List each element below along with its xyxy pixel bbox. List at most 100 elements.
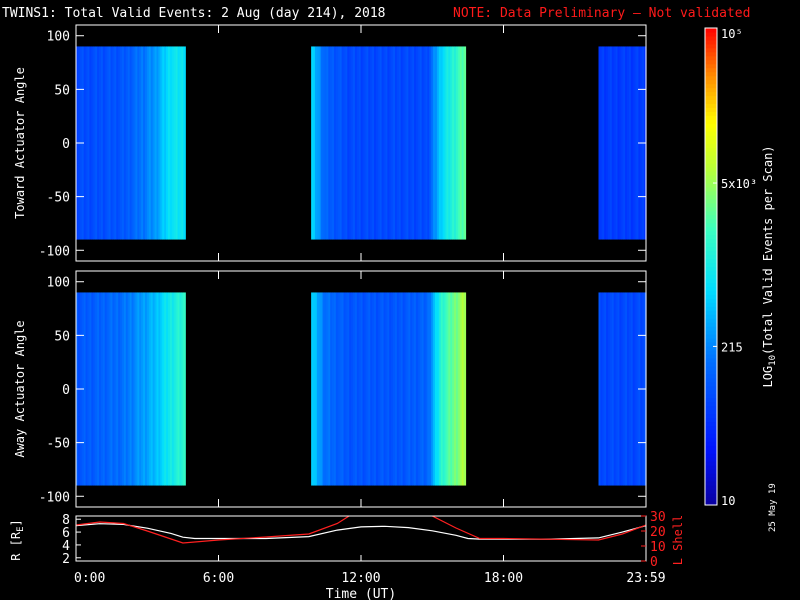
- away-spectrogram-cell: [100, 292, 104, 486]
- colorbar-segment: [705, 469, 717, 474]
- colorbar-segment: [705, 270, 717, 275]
- away-spectrogram-cell: [343, 292, 347, 486]
- colorbar-segment: [705, 262, 717, 267]
- toward-spectrogram-cell: [164, 46, 167, 240]
- away-spectrogram-cell: [598, 292, 601, 486]
- toward-spectrogram-cell: [377, 46, 381, 240]
- toward-spectrogram-cell: [391, 46, 394, 240]
- toward-spectrogram-cell: [332, 46, 335, 240]
- away-spectrogram-cell: [332, 292, 335, 486]
- toward-spectrogram-cell: [598, 46, 601, 240]
- toward-spectrogram-cell: [320, 46, 324, 240]
- colorbar-segment: [705, 417, 717, 423]
- colorbar-segment: [705, 338, 717, 343]
- colorbar-segment: [705, 95, 717, 101]
- toward-spectrogram-cell: [169, 46, 173, 240]
- colorbar-segment: [705, 202, 717, 208]
- away-spectrogram-cell: [168, 292, 171, 486]
- colorbar-segment: [705, 55, 717, 61]
- toward-spectrogram-cell: [442, 46, 446, 240]
- away-spectrogram-cell: [400, 292, 404, 486]
- toward-spectrogram-cell: [632, 46, 636, 240]
- colorbar-segment: [705, 461, 717, 466]
- colorbar-segment: [705, 373, 717, 379]
- away-spectrogram-cell: [145, 292, 148, 486]
- toward-spectrogram-cell: [313, 46, 316, 240]
- toward-spectrogram-cell: [106, 46, 110, 240]
- away-spectrogram-cell: [122, 292, 125, 486]
- away-spectrogram-cell: [354, 292, 358, 486]
- orbit-xtick-label: 18:00: [484, 571, 523, 586]
- away-spectrogram-cell: [116, 292, 119, 486]
- away-ytick-label: 0: [62, 383, 70, 398]
- away-spectrogram-cell: [314, 292, 318, 486]
- toward-spectrogram-cell: [358, 46, 362, 240]
- orbit-y2tick-label: 20: [650, 525, 666, 540]
- toward-spectrogram-cell: [438, 46, 442, 240]
- colorbar-segment: [705, 489, 717, 494]
- toward-spectrogram-cell: [370, 46, 373, 240]
- colorbar-segment: [705, 71, 717, 77]
- away-spectrogram-cell: [604, 292, 607, 486]
- toward-spectrogram-cell: [160, 46, 163, 240]
- toward-spectrogram-cell: [168, 46, 171, 240]
- colorbar-segment: [705, 51, 717, 57]
- toward-spectrogram-cell: [611, 46, 615, 240]
- colorbar-segment: [705, 139, 717, 144]
- away-spectrogram-cell: [156, 292, 160, 486]
- colorbar-segment: [705, 111, 717, 116]
- toward-spectrogram-cell: [461, 46, 465, 240]
- orbit-ytick-label: 6: [62, 526, 70, 541]
- toward-spectrogram-cell: [394, 46, 398, 240]
- toward-spectrogram-cell: [318, 46, 322, 240]
- toward-spectrogram-cell: [360, 46, 364, 240]
- toward-ytick-label: 100: [47, 30, 70, 45]
- colorbar-segment: [705, 445, 717, 450]
- away-spectrogram-cell: [154, 292, 158, 486]
- colorbar-label: LOG10(Total Valid Events per Scan): [761, 145, 778, 387]
- away-spectrogram-cell: [177, 292, 181, 486]
- toward-spectrogram-cell: [143, 46, 146, 240]
- away-spectrogram-cell: [91, 292, 94, 486]
- toward-spectrogram-cell: [452, 46, 455, 240]
- away-spectrogram-cell: [406, 292, 409, 486]
- colorbar-segment: [705, 99, 717, 105]
- colorbar-segment: [705, 171, 717, 176]
- toward-spectrogram-cell: [374, 46, 377, 240]
- colorbar-segment: [705, 187, 717, 192]
- away-spectrogram-cell: [417, 292, 421, 486]
- away-spectrogram-cell: [104, 292, 108, 486]
- toward-spectrogram-cell: [454, 46, 457, 240]
- colorbar-segment: [705, 31, 717, 37]
- toward-spectrogram-cell: [404, 46, 408, 240]
- toward-spectrogram-cell: [324, 46, 327, 240]
- colorbar-segment: [705, 493, 717, 498]
- away-spectrogram-cell: [152, 292, 156, 486]
- toward-spectrogram-cell: [322, 46, 326, 240]
- away-spectrogram-cell: [627, 292, 630, 486]
- away-spectrogram-cell: [617, 292, 620, 486]
- toward-spectrogram-cell: [364, 46, 367, 240]
- orbit-y2tick-label: 30: [650, 510, 666, 525]
- toward-spectrogram-cell: [400, 46, 404, 240]
- toward-spectrogram-cell: [311, 46, 314, 240]
- colorbar-segment: [705, 322, 717, 327]
- colorbar-segment: [705, 314, 717, 319]
- colorbar-segment: [705, 135, 717, 140]
- colorbar-segment: [705, 409, 717, 415]
- toward-spectrogram-cell: [120, 46, 123, 240]
- colorbar-segment: [705, 278, 717, 283]
- colorbar-segment: [705, 405, 717, 411]
- colorbar-segment: [705, 246, 717, 252]
- toward-spectrogram-cell: [444, 46, 448, 240]
- away-spectrogram-cell: [368, 292, 371, 486]
- away-spectrogram-cell: [139, 292, 142, 486]
- colorbar-segment: [705, 47, 717, 53]
- colorbar-segment: [705, 63, 717, 69]
- away-spectrogram-cell: [383, 292, 387, 486]
- away-spectrogram-cell: [415, 292, 419, 486]
- colorbar-segment: [705, 43, 717, 49]
- toward-spectrogram-cell: [135, 46, 138, 240]
- away-spectrogram-cell: [613, 292, 617, 486]
- toward-spectrogram-cell: [173, 46, 177, 240]
